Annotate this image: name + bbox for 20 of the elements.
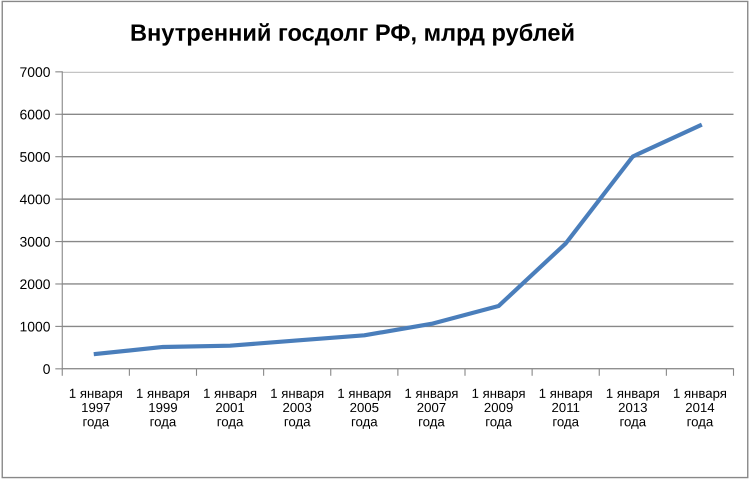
chart-title: Внутренний госдолг РФ, млрд рублей	[132, 23, 574, 46]
x-tick-label: 1 января 2005 года	[338, 388, 390, 429]
y-tick-label: 5000	[20, 152, 50, 162]
x-tick-label: 1 января 2001 года	[204, 388, 256, 429]
x-tick-label: 1 января 2007 года	[405, 388, 458, 429]
line-series	[94, 123, 702, 356]
x-tick-label: 1 января 2011 года	[540, 388, 592, 429]
y-tick-label: 4000	[20, 194, 50, 204]
y-tick-label: 0	[43, 364, 50, 374]
x-tick-label: 1 января 2009 года	[472, 388, 525, 429]
y-tick-label: 3000	[20, 236, 50, 247]
y-tick-label: 7000	[20, 67, 50, 78]
y-tick-label: 1000	[20, 322, 50, 332]
x-tick-label: 1 января 1997 года	[70, 388, 122, 429]
x-tick-label: 1 января 2003 года	[271, 388, 324, 429]
x-tick-label: 1 января 2014 года	[674, 388, 726, 429]
y-tick-label: 2000	[20, 279, 50, 290]
y-tick-label: 6000	[20, 110, 50, 120]
x-tick-label: 1 января 1999 года	[136, 388, 190, 429]
x-tick-label: 1 января 2013 года	[606, 388, 659, 429]
